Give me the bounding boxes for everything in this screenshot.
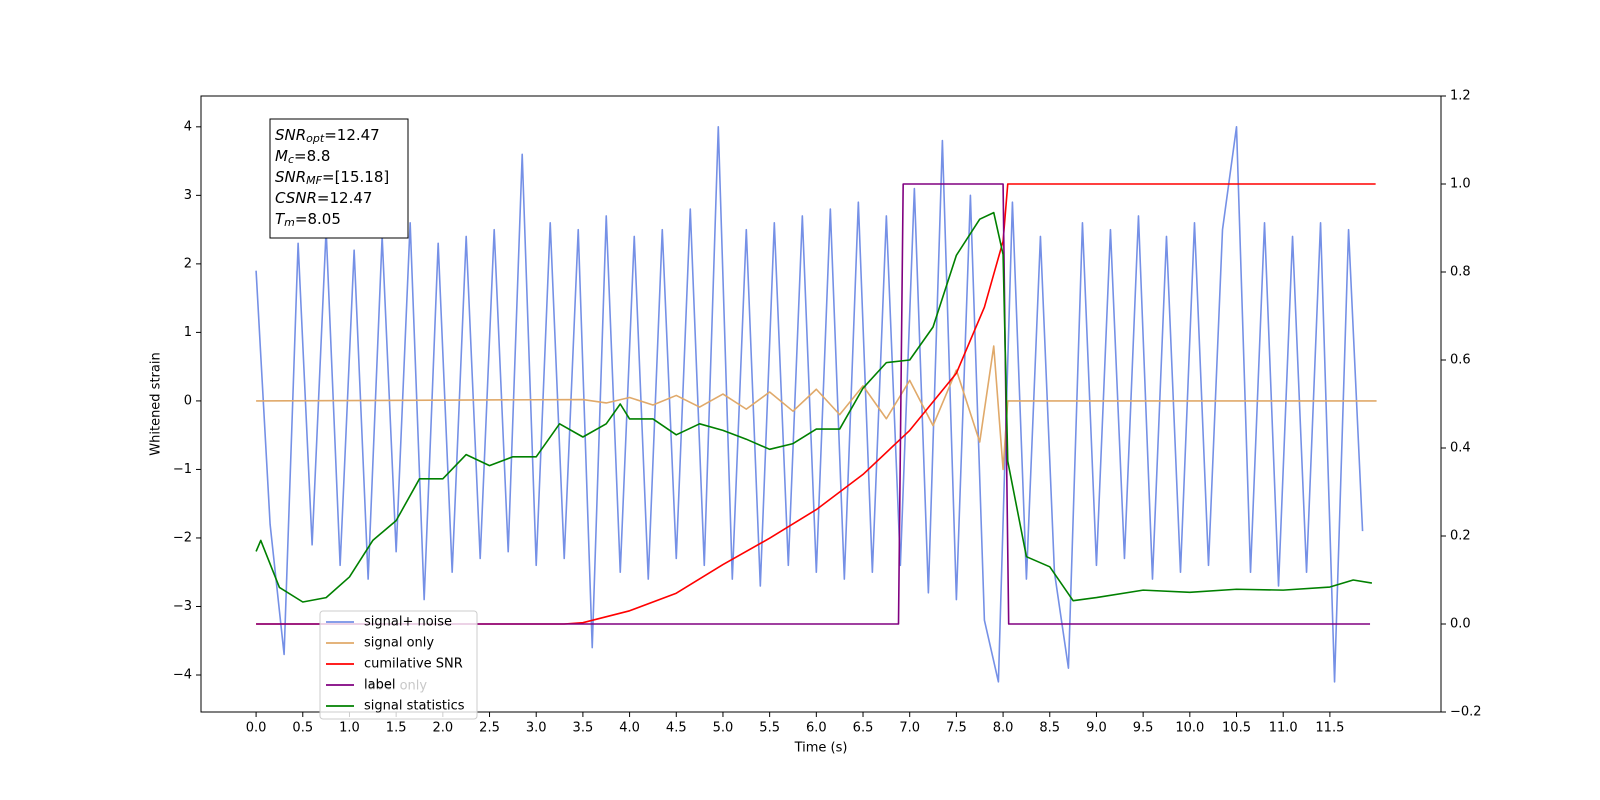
x-tick-label: 0.0 <box>246 721 267 736</box>
y2-tick-label: 0.6 <box>1450 353 1471 368</box>
legend-label: signal statistics <box>364 699 465 714</box>
annotation-name: SNR <box>275 126 306 144</box>
annotation-sub: m <box>284 216 295 229</box>
annotation-text: =8.05 <box>295 210 341 228</box>
x-tick-label: 4.5 <box>666 721 687 736</box>
legend-label: label <box>364 678 395 693</box>
x-tick-label: 9.0 <box>1086 721 1107 736</box>
annotation-line: Tm=8.05 <box>275 210 341 230</box>
annotation-sub: MF <box>306 174 322 187</box>
y2-tick-label: 0.8 <box>1450 265 1471 280</box>
y2-tick-label: 0.0 <box>1450 617 1471 632</box>
x-tick-label: 1.0 <box>339 721 360 736</box>
x-tick-label: 7.0 <box>899 721 920 736</box>
annotation-name: SNR <box>275 168 306 186</box>
x-tick-label: 3.0 <box>526 721 547 736</box>
x-tick-label: 11.5 <box>1315 721 1344 736</box>
y-tick-label: −2 <box>173 530 192 545</box>
y-tick-label: −4 <box>173 667 192 682</box>
annotation-text: =[15.18] <box>322 168 389 186</box>
x-tick-label: 3.5 <box>573 721 594 736</box>
x-tick-label: 5.0 <box>713 721 734 736</box>
x-tick-label: 5.5 <box>759 721 780 736</box>
y-tick-label: 2 <box>184 256 192 271</box>
x-tick-label: 1.5 <box>386 721 407 736</box>
y-tick-label: 4 <box>184 119 192 134</box>
x-tick-label: 0.5 <box>292 721 313 736</box>
plot-frame <box>200 95 1442 713</box>
annotation-sub: opt <box>306 132 325 145</box>
x-tick-label: 8.5 <box>1039 721 1060 736</box>
y-tick-label: −3 <box>173 599 192 614</box>
annotation-box <box>269 118 409 239</box>
x-tick-label: 2.0 <box>432 721 453 736</box>
x-tick-label: 11.0 <box>1269 721 1298 736</box>
x-tick-label: 2.5 <box>479 721 500 736</box>
x-tick-label: 4.0 <box>619 721 640 736</box>
x-axis-label: Time (s) <box>794 741 848 756</box>
annotation-line: SNRopt=12.47 <box>275 126 380 146</box>
y-axis-label: Whitened strain <box>149 352 164 455</box>
legend-label: cumilative SNR <box>364 657 463 672</box>
legend-box <box>319 610 478 720</box>
annotation-line: SNRMF=[15.18] <box>275 168 389 188</box>
y2-tick-label: 0.2 <box>1450 529 1471 544</box>
x-tick-label: 10.5 <box>1222 721 1251 736</box>
series-line <box>255 211 1373 603</box>
y-tick-label: 1 <box>184 325 192 340</box>
annotation-name: M <box>275 147 288 165</box>
series-line <box>255 126 1364 683</box>
legend-label: label only <box>364 679 427 694</box>
x-tick-label: 9.5 <box>1133 721 1154 736</box>
y2-tick-label: −0.2 <box>1450 705 1482 720</box>
annotation-line: Mc=8.8 <box>275 147 330 167</box>
annotation-sub: c <box>288 153 294 166</box>
annotation-name: CSNR <box>275 189 317 207</box>
series-line <box>256 183 1376 625</box>
annotation-text: =8.8 <box>294 147 330 165</box>
x-tick-label: 10.0 <box>1175 721 1204 736</box>
y-tick-label: 0 <box>184 393 192 408</box>
series-line <box>256 183 1371 625</box>
x-tick-label: 6.5 <box>853 721 874 736</box>
annotation-name: T <box>275 210 286 228</box>
annotation-line: CSNR=12.47 <box>275 189 372 207</box>
legend-label: signal+ noise <box>364 615 452 630</box>
legend-label: signal only <box>364 636 434 651</box>
y2-tick-label: 1.2 <box>1450 89 1471 104</box>
y-tick-label: 3 <box>184 188 192 203</box>
annotation-text: =12.47 <box>324 126 380 144</box>
annotation-text: =12.47 <box>317 189 373 207</box>
y-tick-label: −1 <box>173 462 192 477</box>
y2-tick-label: 0.4 <box>1450 441 1471 456</box>
x-tick-label: 7.5 <box>946 721 967 736</box>
x-tick-label: 6.0 <box>806 721 827 736</box>
series-line <box>256 345 1377 471</box>
y2-tick-label: 1.0 <box>1450 177 1471 192</box>
x-tick-label: 8.0 <box>993 721 1014 736</box>
